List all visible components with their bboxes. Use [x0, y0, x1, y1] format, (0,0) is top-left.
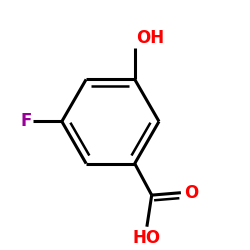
Text: O: O [184, 184, 198, 202]
Text: F: F [20, 112, 32, 130]
Text: OH: OH [136, 28, 164, 46]
Text: HO: HO [133, 229, 161, 247]
